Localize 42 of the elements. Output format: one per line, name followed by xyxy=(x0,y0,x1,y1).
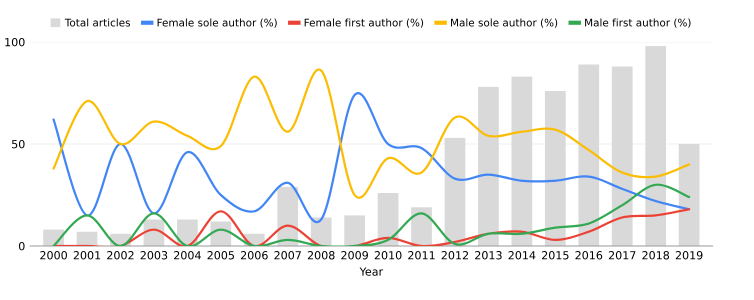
x-tick-label: 2015 xyxy=(542,251,568,260)
bar xyxy=(678,144,700,246)
x-tick-label: 2008 xyxy=(308,251,335,260)
bar xyxy=(378,192,398,246)
x-tick-label: 2018 xyxy=(642,251,670,260)
bar xyxy=(76,232,98,246)
x-tick-label: 2011 xyxy=(408,251,435,260)
y-tick-label: 100 xyxy=(5,38,25,46)
x-tick-label: 2000 xyxy=(40,251,67,260)
x-tick-label: 2005 xyxy=(208,251,234,260)
legend-label: Male sole author (%) xyxy=(451,18,558,28)
x-tick-label: 2001 xyxy=(74,251,100,260)
x-tick-label: 2016 xyxy=(575,251,602,260)
x-tick-label: 2013 xyxy=(475,251,502,260)
bar xyxy=(612,66,633,246)
x-tick-label: 2007 xyxy=(274,251,301,260)
line-series xyxy=(52,184,690,246)
x-tick-label: 2019 xyxy=(676,251,702,260)
x-tick-label: 2010 xyxy=(374,251,402,260)
legend-label: Female sole author (%) xyxy=(158,18,277,28)
y-tick-label: 0 xyxy=(18,242,25,250)
bar xyxy=(444,138,466,246)
legend-label: Female first author (%) xyxy=(304,18,424,28)
y-tick-label: 50 xyxy=(12,140,25,148)
bar xyxy=(344,215,365,246)
x-tick-label: 2004 xyxy=(174,251,201,260)
x-tick-label: 2009 xyxy=(341,251,368,260)
x-tick-label: 2006 xyxy=(240,251,268,260)
bar xyxy=(478,86,499,246)
bar xyxy=(512,76,532,246)
x-axis-title: Year xyxy=(360,268,384,276)
legend-label: Total articles xyxy=(64,18,130,27)
x-tick-label: 2002 xyxy=(107,251,134,260)
legend-label: Male first author (%) xyxy=(585,18,691,28)
x-tick-label: 2003 xyxy=(140,251,168,260)
x-tick-label: 2012 xyxy=(442,251,468,260)
bar xyxy=(578,64,600,246)
x-tick-label: 2014 xyxy=(508,251,536,260)
line-series xyxy=(52,208,690,246)
x-tick-label: 2017 xyxy=(608,251,636,260)
bar xyxy=(544,90,566,246)
bar xyxy=(645,46,666,246)
